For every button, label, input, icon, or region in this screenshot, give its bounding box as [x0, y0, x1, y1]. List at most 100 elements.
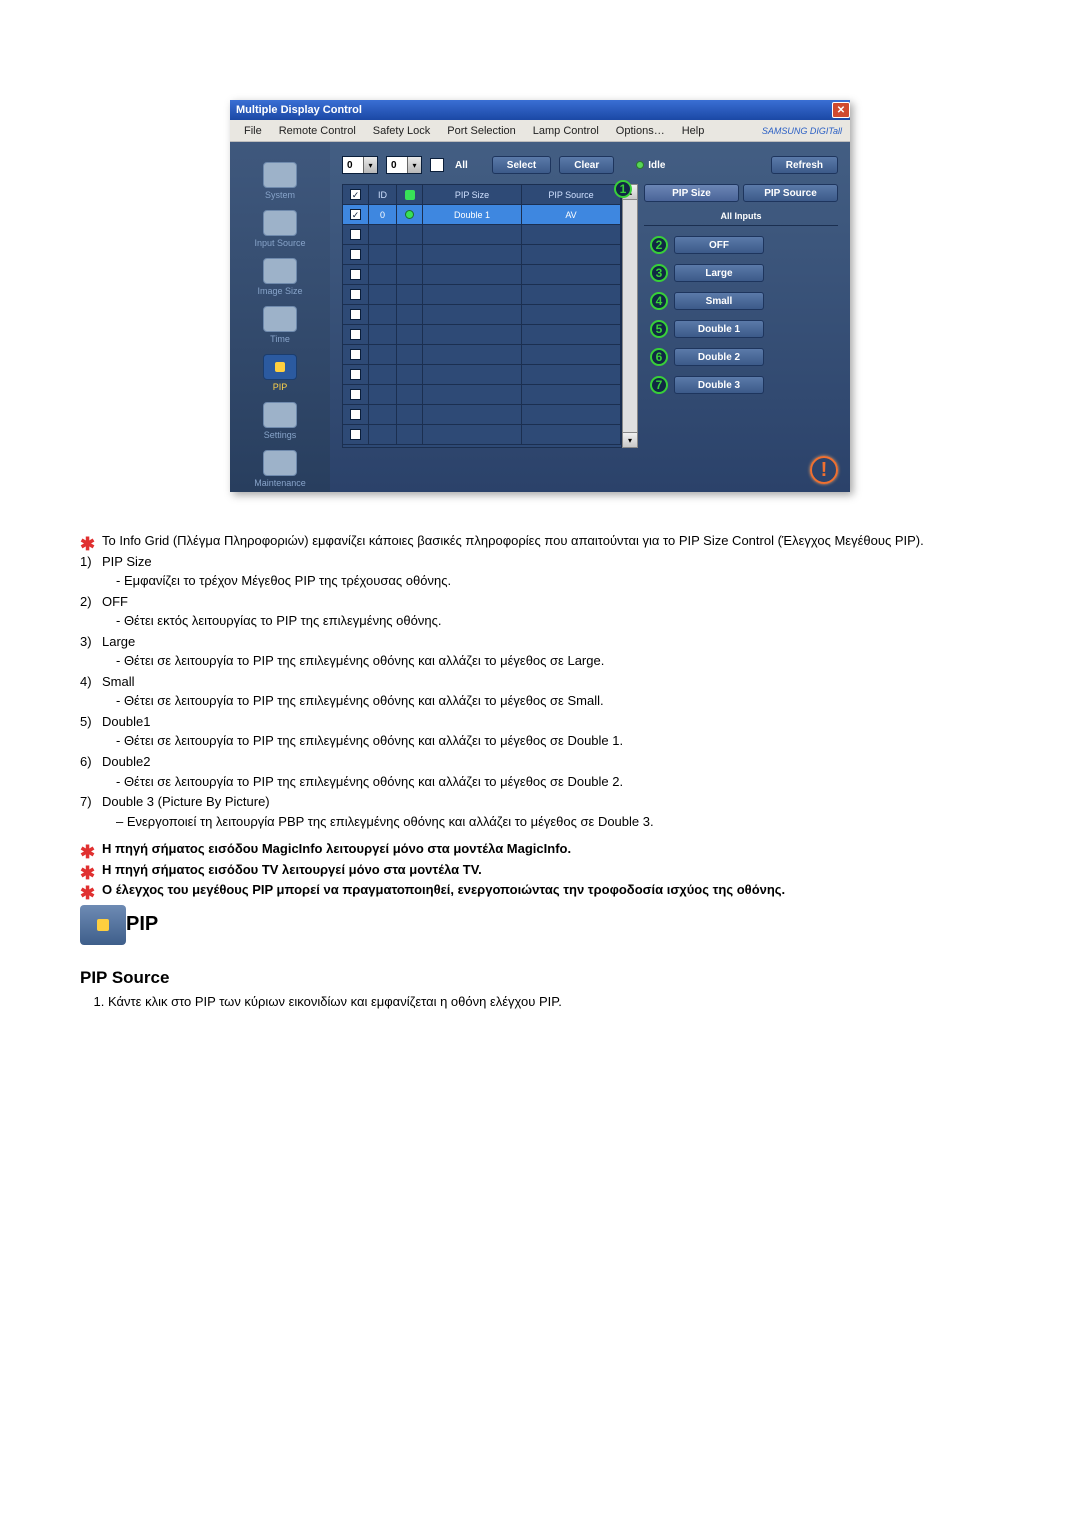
item-desc: – Ενεργοποιεί τη λειτουργία PBP της επιλ…	[102, 813, 1000, 831]
large-button[interactable]: Large	[674, 264, 764, 282]
row-checkbox[interactable]	[350, 209, 361, 220]
row-checkbox[interactable]	[350, 329, 361, 340]
sidebar-item-pip[interactable]: PIP	[230, 354, 330, 392]
grid-row[interactable]: 0 Double 1 AV	[343, 205, 621, 225]
menu-options[interactable]: Options…	[608, 123, 673, 139]
sidebar-item-system[interactable]: System	[230, 162, 330, 200]
menu-help[interactable]: Help	[674, 123, 713, 139]
row-checkbox[interactable]	[350, 409, 361, 420]
row-checkbox[interactable]	[350, 369, 361, 380]
sidebar-label: Maintenance	[254, 478, 306, 488]
item-desc: - Θέτει εκτός λειτουργίας το PIP της επι…	[102, 612, 1000, 630]
menu-file[interactable]: File	[236, 123, 270, 139]
close-icon[interactable]: ✕	[832, 102, 850, 118]
row-checkbox[interactable]	[350, 309, 361, 320]
item-num: 7)	[80, 793, 92, 811]
sidebar-label: System	[265, 190, 295, 200]
pip-size-tab[interactable]: PIP Size	[644, 184, 739, 202]
spinner-value: 0	[387, 160, 397, 171]
row-checkbox[interactable]	[350, 389, 361, 400]
sidebar-item-input-source[interactable]: Input Source	[230, 210, 330, 248]
sidebar-item-maintenance[interactable]: Maintenance	[230, 450, 330, 488]
grid-row[interactable]	[343, 325, 621, 345]
grid-row[interactable]	[343, 425, 621, 445]
item-num: 2)	[80, 593, 92, 611]
row-checkbox[interactable]	[350, 249, 361, 260]
input-source-icon	[263, 210, 297, 236]
all-checkbox[interactable]	[430, 158, 444, 172]
grid-row[interactable]	[343, 245, 621, 265]
row-checkbox[interactable]	[350, 229, 361, 240]
sidebar-label: PIP	[273, 382, 288, 392]
grid-row[interactable]	[343, 265, 621, 285]
app-window: Multiple Display Control ✕ File Remote C…	[230, 100, 850, 492]
double3-button[interactable]: Double 3	[674, 376, 764, 394]
item-num: 6)	[80, 753, 92, 771]
grid-row[interactable]	[343, 345, 621, 365]
menu-lamp[interactable]: Lamp Control	[525, 123, 607, 139]
menu-safety[interactable]: Safety Lock	[365, 123, 438, 139]
menu-port[interactable]: Port Selection	[439, 123, 523, 139]
id-start-spinner[interactable]: 0▾	[342, 156, 378, 174]
cell-pip-size: Double 1	[423, 205, 522, 225]
sidebar-item-time[interactable]: Time	[230, 306, 330, 344]
system-icon	[263, 162, 297, 188]
callout-1: 1	[614, 180, 632, 198]
note-line: ✱Η πηγή σήματος εισόδου TV λειτουργεί μό…	[80, 861, 1000, 879]
grid-scrollbar[interactable]: ▴ ▾	[622, 184, 638, 448]
grid-row[interactable]	[343, 285, 621, 305]
doc-item: 1)PIP Size- Εμφανίζει το τρέχον Μέγεθος …	[80, 553, 1000, 590]
status-square-icon	[405, 190, 415, 200]
chevron-down-icon[interactable]: ▾	[363, 157, 377, 173]
pip-section-icon	[80, 905, 126, 945]
item-desc: - Εμφανίζει το τρέχον Μέγεθος PIP της τρ…	[102, 572, 1000, 590]
double2-button[interactable]: Double 2	[674, 348, 764, 366]
item-desc: - Θέτει σε λειτουργία το PIP της επιλεγμ…	[102, 732, 1000, 750]
select-button[interactable]: Select	[492, 156, 551, 174]
off-button[interactable]: OFF	[674, 236, 764, 254]
grid-row[interactable]	[343, 305, 621, 325]
subhead: PIP Source	[80, 968, 1000, 988]
steps-list: Κάντε κλικ στο PIP των κύριων εικονιδίων…	[80, 994, 1000, 1009]
doc-item: 3)Large- Θέτει σε λειτουργία το PIP της …	[80, 633, 1000, 670]
item-num: 5)	[80, 713, 92, 731]
small-button[interactable]: Small	[674, 292, 764, 310]
header-pip-size[interactable]: PIP Size	[423, 185, 522, 205]
row-checkbox[interactable]	[350, 289, 361, 300]
status-indicator: Idle	[636, 160, 665, 171]
maintenance-icon	[263, 450, 297, 476]
sidebar-item-image-size[interactable]: Image Size	[230, 258, 330, 296]
callout-5: 5	[650, 320, 668, 338]
item-num: 3)	[80, 633, 92, 651]
callout-4: 4	[650, 292, 668, 310]
grid-row[interactable]	[343, 385, 621, 405]
scroll-down-icon[interactable]: ▾	[623, 432, 637, 447]
sidebar-item-settings[interactable]: Settings	[230, 402, 330, 440]
pip-source-tab[interactable]: PIP Source	[743, 184, 838, 202]
all-label: All	[455, 160, 468, 171]
row-checkbox[interactable]	[350, 349, 361, 360]
chevron-down-icon[interactable]: ▾	[407, 157, 421, 173]
grid-row[interactable]	[343, 405, 621, 425]
grid-row[interactable]	[343, 225, 621, 245]
doc-item: 6)Double2- Θέτει σε λειτουργία το PIP τη…	[80, 753, 1000, 790]
double1-button[interactable]: Double 1	[674, 320, 764, 338]
checkbox-icon[interactable]	[350, 189, 361, 200]
row-checkbox[interactable]	[350, 269, 361, 280]
menu-remote[interactable]: Remote Control	[271, 123, 364, 139]
header-pip-source[interactable]: PIP Source	[522, 185, 621, 205]
doc-item: 7)Double 3 (Picture By Picture)– Ενεργοπ…	[80, 793, 1000, 830]
header-status	[397, 185, 423, 205]
callout-6: 6	[650, 348, 668, 366]
refresh-button[interactable]: Refresh	[771, 156, 838, 174]
status-dot-icon	[636, 161, 644, 169]
row-checkbox[interactable]	[350, 429, 361, 440]
header-id[interactable]: ID	[369, 185, 397, 205]
note-text: Η πηγή σήματος εισόδου TV λειτουργεί μόν…	[102, 862, 482, 877]
clear-button[interactable]: Clear	[559, 156, 614, 174]
doc-item: 2)OFF- Θέτει εκτός λειτουργίας το PIP τη…	[80, 593, 1000, 630]
client-area: System Input Source Image Size Time PIP	[230, 142, 850, 492]
id-end-spinner[interactable]: 0▾	[386, 156, 422, 174]
right-panel: 1 PIP Size PIP Source All Inputs 2OFF 3L…	[638, 184, 838, 448]
grid-row[interactable]	[343, 365, 621, 385]
